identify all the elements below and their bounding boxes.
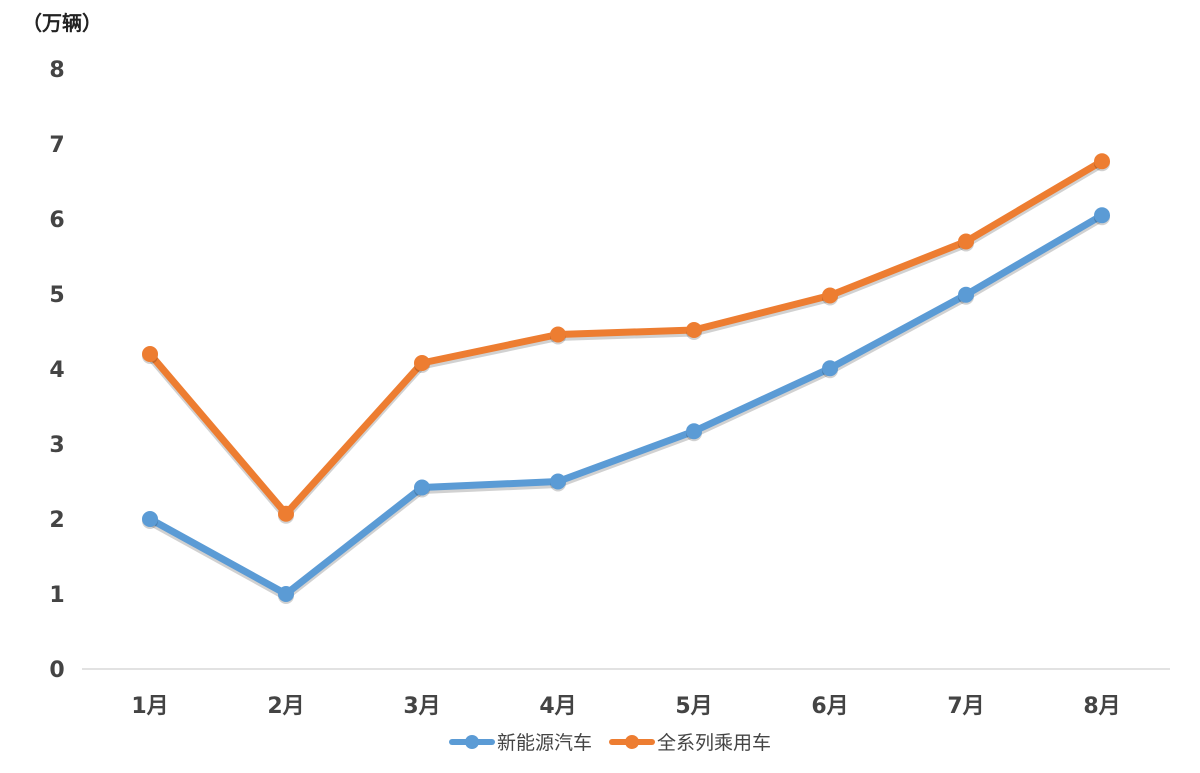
data-point (142, 511, 158, 527)
y-tick-label: 1 (49, 583, 64, 608)
data-point (686, 423, 702, 440)
y-tick-label: 0 (49, 658, 64, 683)
legend-swatch-marker (465, 735, 479, 749)
series-layer (142, 153, 1110, 604)
legend-swatch-marker (625, 735, 639, 749)
x-tick-label: 7月 (947, 694, 984, 719)
data-point (142, 346, 158, 362)
series-line-shadow (146, 160, 1106, 521)
data-point (958, 233, 974, 250)
y-tick-label: 4 (49, 358, 64, 383)
legend-item: 全系列乘用车 (609, 732, 771, 754)
data-point (822, 287, 838, 304)
legend: 新能源汽车 全系列乘用车 (449, 732, 771, 754)
series-2 (142, 153, 1110, 524)
data-point (414, 355, 430, 371)
y-tick-label: 8 (49, 58, 64, 83)
x-tick-label: 6月 (811, 694, 848, 719)
data-point (686, 322, 702, 338)
y-axis-ticks: 0 1 2 3 4 5 6 7 8 (49, 58, 64, 683)
x-tick-label: 8月 (1083, 694, 1120, 719)
series-1 (142, 207, 1110, 604)
data-point (958, 286, 974, 303)
x-tick-label: 5月 (675, 694, 712, 719)
series-line (146, 157, 1106, 518)
data-point (278, 586, 294, 602)
y-tick-label: 6 (49, 208, 64, 233)
data-point (278, 505, 294, 522)
data-point (550, 473, 566, 490)
y-tick-label: 7 (49, 133, 64, 158)
x-tick-label: 4月 (539, 694, 576, 719)
data-point (550, 326, 566, 343)
data-point (1094, 207, 1110, 224)
x-tick-label: 2月 (267, 694, 304, 719)
x-tick-label: 3月 (403, 694, 440, 719)
legend-item: 新能源汽车 (449, 732, 592, 754)
x-axis-ticks: 1月 2月 3月 4月 5月 6月 7月 8月 (131, 694, 1120, 719)
y-axis-unit-label: （万辆） (22, 11, 102, 35)
legend-label: 新能源汽车 (497, 732, 592, 754)
series-line (146, 211, 1106, 598)
y-tick-label: 2 (49, 508, 64, 533)
data-point (822, 360, 838, 377)
y-tick-label: 5 (49, 283, 64, 308)
series-line-shadow (146, 214, 1106, 601)
legend-label: 全系列乘用车 (657, 732, 771, 754)
x-tick-label: 1月 (131, 694, 168, 719)
y-tick-label: 3 (49, 433, 64, 458)
data-point (1094, 153, 1110, 170)
data-point (414, 479, 430, 496)
